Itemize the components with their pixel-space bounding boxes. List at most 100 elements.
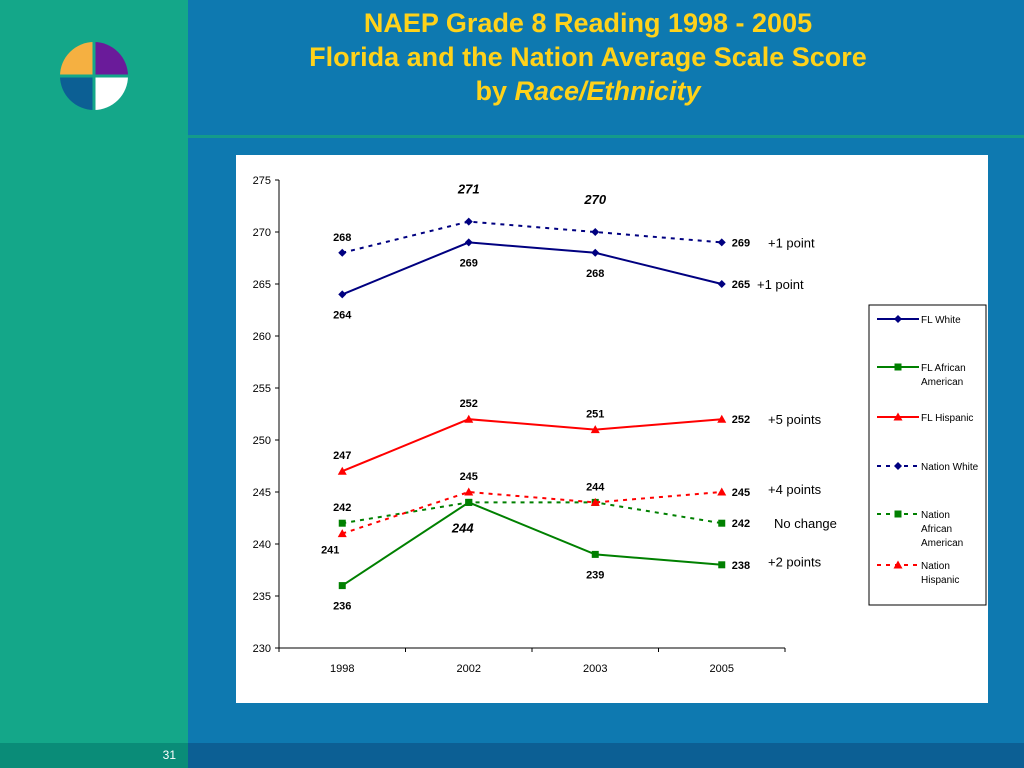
change-annotation: +1 point xyxy=(757,277,804,292)
change-annotation: +4 points xyxy=(768,482,822,497)
data-point xyxy=(717,414,727,423)
series-line xyxy=(341,490,722,535)
data-point xyxy=(591,228,600,236)
data-label: 245 xyxy=(460,471,478,483)
legend-label: American xyxy=(921,538,963,549)
y-tick-label: 255 xyxy=(253,383,271,395)
x-tick-label: 2003 xyxy=(583,663,607,675)
data-label: 244 xyxy=(451,520,474,535)
title-line-1: NAEP Grade 8 Reading 1998 - 2005 xyxy=(363,8,813,38)
x-tick-label: 2002 xyxy=(457,663,481,675)
y-tick-label: 275 xyxy=(253,175,271,187)
series-line xyxy=(341,501,722,587)
data-label: 270 xyxy=(583,192,606,207)
legend-swatch-marker xyxy=(894,510,902,518)
data-label: 252 xyxy=(460,398,478,410)
data-point xyxy=(338,290,347,299)
data-point xyxy=(464,217,473,226)
legend-box xyxy=(868,304,987,606)
data-point xyxy=(338,519,346,527)
data-point xyxy=(464,238,473,247)
data-point xyxy=(338,248,347,257)
logo-quadrant-icon xyxy=(60,42,128,110)
y-tick-label: 230 xyxy=(253,643,271,655)
data-point xyxy=(717,238,726,247)
data-label: 268 xyxy=(586,268,604,280)
data-point xyxy=(464,487,474,496)
data-label: 252 xyxy=(732,414,750,426)
data-point xyxy=(590,425,600,434)
data-label: 242 xyxy=(333,502,351,514)
series-line xyxy=(342,501,722,525)
title-line-3: by Race/Ethnicity xyxy=(188,74,988,108)
y-tick-label: 245 xyxy=(253,487,271,499)
data-point xyxy=(590,497,600,506)
y-tick-label: 240 xyxy=(253,539,271,551)
data-label: 265 xyxy=(732,279,750,291)
data-point xyxy=(717,280,726,288)
data-point xyxy=(591,550,599,558)
data-label: 245 xyxy=(732,487,750,499)
data-point xyxy=(464,414,474,423)
y-tick-label: 235 xyxy=(253,591,271,603)
data-label: 239 xyxy=(586,569,604,581)
series-line xyxy=(341,418,722,473)
data-point xyxy=(465,498,473,506)
header-divider xyxy=(188,135,1024,138)
title-line-3-italic: Race/Ethnicity xyxy=(514,76,701,106)
change-annotation: +5 points xyxy=(768,412,822,427)
legend-label: Nation xyxy=(921,561,950,572)
title-line-2: Florida and the Nation Average Scale Sco… xyxy=(309,42,867,72)
sidebar-block xyxy=(0,137,188,743)
data-point xyxy=(338,582,346,590)
legend-label: American xyxy=(921,377,963,388)
data-point xyxy=(337,466,347,475)
legend-swatch-marker xyxy=(893,412,903,421)
change-annotation: +2 points xyxy=(768,555,822,570)
x-tick-label: 1998 xyxy=(330,663,354,675)
y-tick-label: 250 xyxy=(253,435,271,447)
data-label: 238 xyxy=(732,560,750,572)
data-point xyxy=(337,529,347,538)
legend-label: African xyxy=(921,524,952,535)
legend-swatch-marker xyxy=(894,315,902,323)
title-line-3-prefix: by xyxy=(475,76,515,106)
legend-label: Nation xyxy=(921,510,950,521)
y-tick-label: 260 xyxy=(253,331,271,343)
data-label: 251 xyxy=(586,409,604,421)
data-label: 241 xyxy=(321,545,339,557)
legend-swatch-marker xyxy=(894,363,902,371)
legend-label: Nation White xyxy=(921,462,979,473)
data-point xyxy=(591,248,600,257)
data-label: 236 xyxy=(333,601,351,613)
data-label: 242 xyxy=(732,518,750,530)
data-point xyxy=(718,561,726,569)
data-label: 271 xyxy=(457,182,480,197)
data-label: 269 xyxy=(460,257,478,269)
chart-panel: 230 235 240 245 250 255 260 265 270 275 1998 2002 20… xyxy=(236,155,988,703)
data-label: 244 xyxy=(586,481,605,493)
data-label: 268 xyxy=(333,232,351,244)
legend-label: FL Hispanic xyxy=(921,413,973,424)
legend-label: FL White xyxy=(921,315,961,326)
series-line xyxy=(342,220,722,254)
legend-swatch-marker xyxy=(893,560,903,569)
data-point xyxy=(717,487,727,496)
footer-band-left xyxy=(0,743,188,768)
change-annotation: +1 point xyxy=(768,235,815,250)
series-line xyxy=(341,241,722,296)
legend-label: FL African xyxy=(921,363,966,374)
page-number: 31 xyxy=(162,748,176,762)
slide-title: NAEP Grade 8 Reading 1998 - 2005 Florida… xyxy=(188,6,988,108)
legend-swatch-marker xyxy=(894,462,902,470)
change-annotation: No change xyxy=(774,516,837,531)
data-point xyxy=(718,519,726,527)
line-chart: 230 235 240 245 250 255 260 265 270 275 1998 2002 20… xyxy=(253,175,987,675)
y-tick-label: 265 xyxy=(253,279,271,291)
data-label: 264 xyxy=(333,309,352,321)
data-label: 269 xyxy=(732,237,750,249)
legend-label: Hispanic xyxy=(921,575,959,586)
y-tick-label: 270 xyxy=(253,227,271,239)
x-tick-label: 2005 xyxy=(710,663,734,675)
data-label: 247 xyxy=(333,450,351,462)
